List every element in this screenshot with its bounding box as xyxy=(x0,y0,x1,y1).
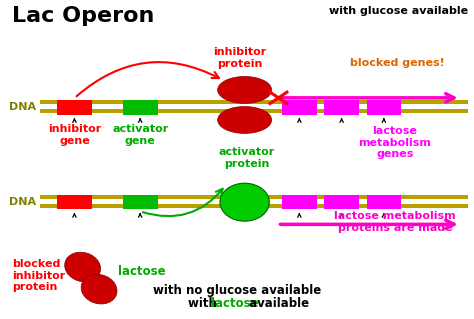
Text: lactose: lactose xyxy=(211,297,258,310)
Ellipse shape xyxy=(218,107,272,133)
Text: inhibitor
protein: inhibitor protein xyxy=(213,47,266,69)
Text: blocked genes!: blocked genes! xyxy=(350,58,445,68)
Text: activator
gene: activator gene xyxy=(112,124,168,146)
Text: blocked
inhibitor
protein: blocked inhibitor protein xyxy=(12,259,65,292)
Text: lactose metabolism
proteins are made: lactose metabolism proteins are made xyxy=(334,211,456,233)
Bar xyxy=(123,195,158,210)
Text: Lac Operon: Lac Operon xyxy=(12,6,155,26)
Ellipse shape xyxy=(220,183,269,221)
Text: with: with xyxy=(188,297,221,310)
Bar xyxy=(40,100,468,104)
Bar xyxy=(57,195,92,210)
Text: activator
protein: activator protein xyxy=(219,147,275,169)
Bar xyxy=(282,195,317,210)
Ellipse shape xyxy=(81,274,117,304)
FancyArrowPatch shape xyxy=(76,62,219,96)
Ellipse shape xyxy=(218,77,272,103)
Text: DNA: DNA xyxy=(9,197,36,207)
Text: inhibitor
gene: inhibitor gene xyxy=(48,124,101,146)
Text: DNA: DNA xyxy=(9,102,36,112)
Text: lactose
metabolism
genes: lactose metabolism genes xyxy=(358,126,431,159)
Bar xyxy=(325,100,359,115)
Text: with glucose available: with glucose available xyxy=(328,6,468,16)
Bar xyxy=(367,195,401,210)
Bar xyxy=(40,109,468,113)
Bar xyxy=(123,100,158,115)
FancyArrowPatch shape xyxy=(143,189,223,216)
Text: available: available xyxy=(245,297,309,310)
Bar xyxy=(57,100,92,115)
Text: with no glucose available: with no glucose available xyxy=(154,284,322,297)
Bar xyxy=(325,195,359,210)
Bar xyxy=(367,100,401,115)
Ellipse shape xyxy=(64,252,100,282)
Bar xyxy=(40,195,468,199)
Bar xyxy=(282,100,317,115)
Text: lactose: lactose xyxy=(118,265,165,278)
Bar xyxy=(40,204,468,208)
